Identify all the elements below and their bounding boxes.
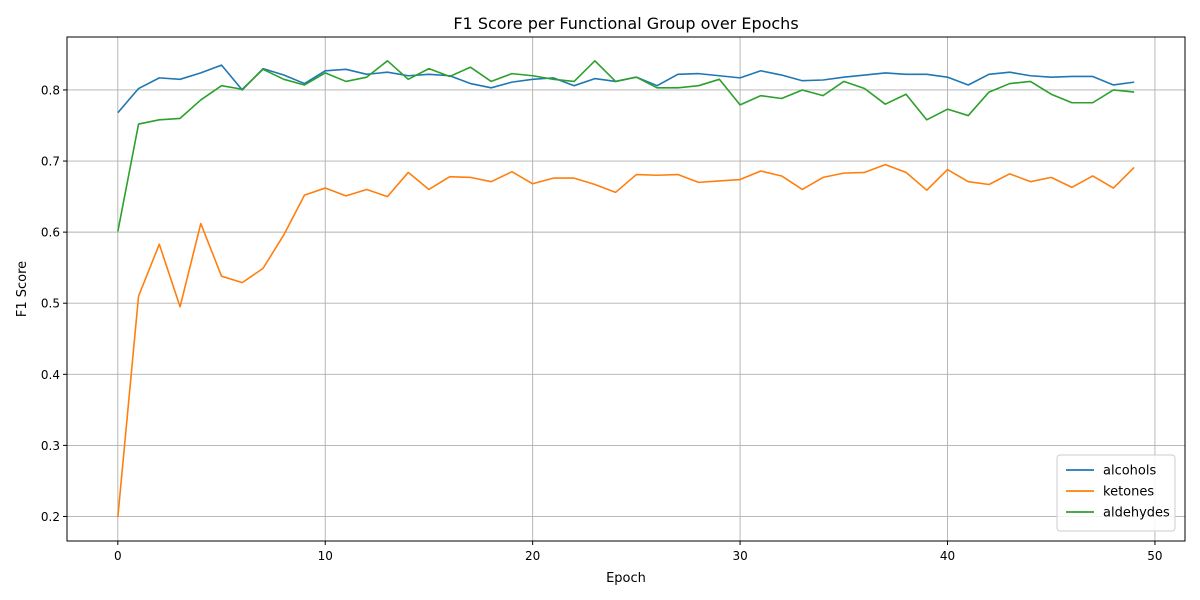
x-tick-label: 10 [318, 549, 333, 563]
series-line-aldehydes [117, 60, 1135, 232]
chart-title: F1 Score per Functional Group over Epoch… [453, 14, 798, 33]
grid [67, 37, 1185, 541]
y-tick-label: 0.5 [41, 297, 60, 311]
y-tick-label: 0.3 [41, 439, 60, 453]
legend: alcohols ketones aldehydes [1056, 454, 1176, 532]
legend-label-aldehydes: aldehydes [1103, 506, 1170, 521]
y-tick-label: 0.7 [41, 155, 60, 169]
x-tick-label: 0 [114, 549, 122, 563]
x-tick-label: 40 [940, 549, 955, 563]
y-tick-label: 0.2 [41, 510, 60, 524]
y-tick-label: 0.8 [41, 83, 60, 97]
y-axis-label: F1 Score [15, 261, 30, 317]
legend-label-ketones: ketones [1103, 485, 1154, 500]
legend-label-alcohols: alcohols [1103, 464, 1156, 479]
y-tick-label: 0.4 [41, 368, 60, 382]
x-axis-ticks: 0 10 20 30 40 50 [114, 541, 1163, 563]
series-line-ketones [117, 163, 1135, 518]
plot-frame [66, 36, 1186, 542]
x-axis-label: Epoch [606, 571, 646, 586]
y-axis-ticks: 0.2 0.3 0.4 0.5 0.6 0.7 0.8 [41, 83, 67, 524]
y-tick-label: 0.6 [41, 226, 60, 240]
x-tick-label: 30 [732, 549, 747, 563]
x-tick-label: 50 [1147, 549, 1162, 563]
x-tick-label: 20 [525, 549, 540, 563]
series-lines [117, 60, 1135, 518]
